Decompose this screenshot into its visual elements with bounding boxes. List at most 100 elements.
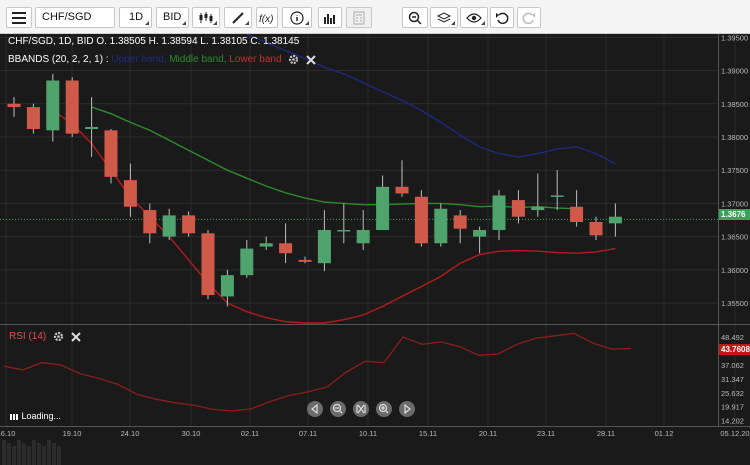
rsi-tick-label: 19.917 <box>721 403 744 412</box>
redo-button[interactable] <box>517 7 541 28</box>
dropdown-arrow-icon <box>451 21 455 25</box>
candle-body <box>492 195 506 230</box>
interval-label: 1D <box>129 11 144 23</box>
candle-body <box>143 210 157 234</box>
loading-bar <box>57 446 61 465</box>
dropdown-arrow-icon <box>305 21 309 25</box>
candle-body <box>85 127 99 130</box>
date-tick-label: 02.11 <box>241 429 259 438</box>
close-icon[interactable] <box>306 54 316 65</box>
loading-bar <box>37 443 41 465</box>
rsi-tick-label: 48.492 <box>721 333 744 342</box>
date-tick-label: 07.11 <box>299 429 317 438</box>
date-tick-label: 23.11 <box>537 429 555 438</box>
draw-tool-button[interactable] <box>224 7 252 28</box>
calculator-icon <box>353 11 365 24</box>
bbands-legend: BBANDS (20, 2, 2, 1) : Upper band, Middl… <box>8 54 316 65</box>
date-tick-label: 16.10 <box>0 429 15 438</box>
function-icon: f(x) <box>259 14 273 24</box>
zoom-button[interactable] <box>402 7 428 28</box>
price-tick-label: 1.38000 <box>721 133 748 142</box>
price-chart[interactable]: 1.39500 1.39000 1.38500 1.38000 1.37500 1.370… <box>0 34 750 465</box>
candle-body <box>473 229 487 237</box>
scroll-left-button[interactable] <box>307 401 323 417</box>
date-tick-label: 05.12.20 <box>720 429 749 438</box>
symbol-selector[interactable]: CHF/SGD <box>35 7 115 28</box>
reset-view-button[interactable] <box>353 401 369 417</box>
candle-body <box>589 222 603 236</box>
date-tick-label: 01.12 <box>655 429 674 438</box>
candle-body <box>26 107 40 130</box>
close-icon[interactable] <box>71 331 81 342</box>
gear-icon[interactable] <box>288 54 299 65</box>
middle-band-label: Middle band, <box>169 54 227 66</box>
candle-body <box>65 80 79 134</box>
date-tick-label: 20.11 <box>479 429 497 438</box>
candle-body <box>46 80 60 131</box>
volume-button[interactable] <box>318 7 342 28</box>
undo-icon <box>496 12 509 24</box>
toolbar: CHF/SGD 1D BID f(x) <box>0 0 750 34</box>
scroll-right-button[interactable] <box>399 401 415 417</box>
layers-icon <box>436 11 452 23</box>
ohlc-legend: CHF/SGD, 1D, BID O. 1.38505 H. 1.38594 L… <box>8 36 300 47</box>
candle-body <box>453 215 467 229</box>
dropdown-arrow-icon <box>145 21 149 25</box>
interval-dropdown[interactable]: 1D <box>119 7 152 28</box>
zoom-in-button[interactable] <box>376 401 392 417</box>
chart-type-button[interactable] <box>192 7 220 28</box>
candle-body <box>279 243 293 254</box>
candle-type-icon <box>199 11 213 23</box>
price-type-dropdown[interactable]: BID <box>156 7 189 28</box>
candle-body <box>104 130 118 177</box>
chart-area[interactable]: 1.39500 1.39000 1.38500 1.38000 1.37500 1.370… <box>0 34 750 465</box>
menu-button[interactable] <box>6 7 32 28</box>
eye-icon <box>466 12 482 23</box>
candle-body <box>7 103 21 108</box>
candle-body <box>337 229 351 232</box>
candle-body <box>414 196 428 244</box>
rsi-line <box>3 332 632 412</box>
dropdown-arrow-icon <box>481 21 485 25</box>
date-tick-label: 15.11 <box>419 429 437 438</box>
indicators-button[interactable]: f(x) <box>256 7 278 28</box>
price-tick-label: 1.37500 <box>721 166 748 175</box>
calculator-button[interactable] <box>346 7 372 28</box>
candle-body <box>220 275 234 297</box>
candle-body <box>162 215 176 237</box>
candle-body <box>356 229 370 244</box>
upper-band-label: Upper band, <box>111 54 167 66</box>
date-tick-label: 19.10 <box>63 429 82 438</box>
info-icon <box>290 10 304 25</box>
rsi-tick-label: 14.202 <box>721 417 744 426</box>
redo-icon <box>522 12 535 24</box>
loading-text: Loading... <box>21 411 62 421</box>
candle-body <box>201 233 215 296</box>
price-tick-label: 1.39500 <box>721 34 748 42</box>
loading-bar <box>17 440 21 465</box>
price-tick-label: 1.37000 <box>721 199 748 208</box>
date-tick-label: 10.11 <box>359 429 377 438</box>
undo-button[interactable] <box>490 7 514 28</box>
date-tick-label: 24.10 <box>121 429 140 438</box>
upper-band-line <box>244 34 616 165</box>
info-button[interactable] <box>282 7 312 28</box>
price-tick-label: 1.36500 <box>721 233 748 242</box>
triangle-right-icon <box>404 403 411 415</box>
layers-button[interactable] <box>430 7 458 28</box>
zoom-out-icon <box>332 403 343 414</box>
date-tick-label: 28.11 <box>597 429 615 438</box>
rsi-legend: RSI (14) <box>9 331 81 342</box>
price-tick-label: 1.35500 <box>721 299 748 308</box>
dropdown-arrow-icon <box>213 21 217 25</box>
rsi-tick-label: 25.632 <box>721 389 744 398</box>
dropdown-arrow-icon <box>245 21 249 25</box>
visibility-button[interactable] <box>460 7 488 28</box>
loading-bar <box>22 443 26 465</box>
zoom-out-button[interactable] <box>330 401 346 417</box>
loading-bar <box>47 440 51 465</box>
symbol-label: CHF/SGD <box>42 11 92 23</box>
candle-body <box>123 180 137 207</box>
candle-body <box>395 186 409 194</box>
gear-icon[interactable] <box>53 331 64 342</box>
